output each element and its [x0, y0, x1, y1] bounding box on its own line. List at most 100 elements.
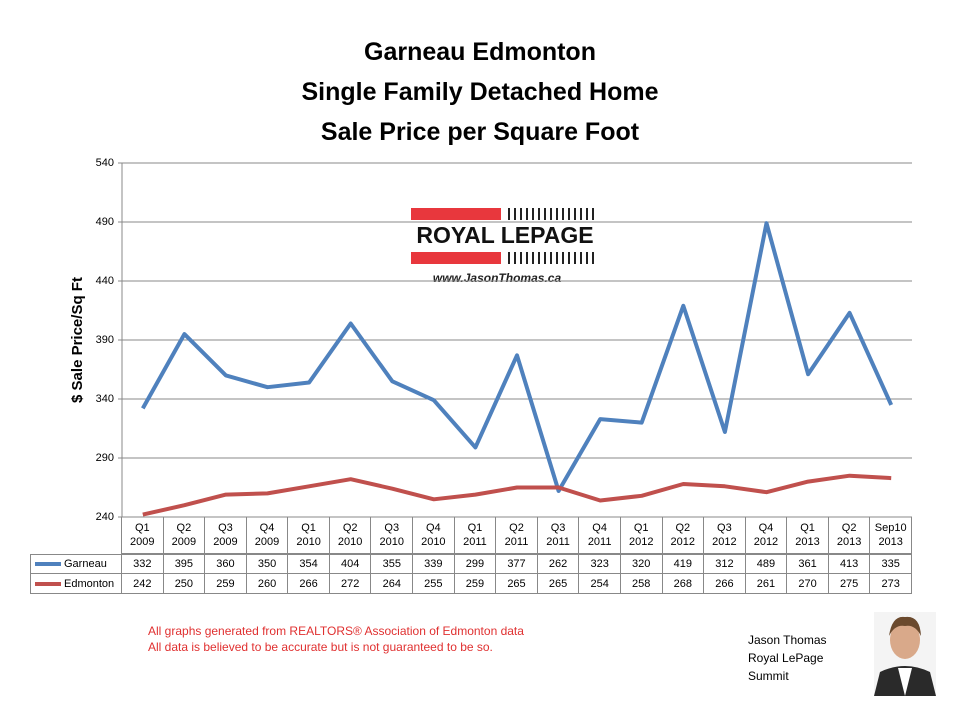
table-value: 273 — [870, 574, 912, 594]
title-line: Garneau Edmonton — [364, 38, 596, 66]
table-value: 266 — [288, 574, 330, 594]
table-value: 360 — [205, 554, 247, 574]
table-value: 361 — [787, 554, 829, 574]
table-value-text: 265 — [548, 577, 568, 590]
legend-label: Edmonton — [64, 577, 115, 590]
table-value-text: 419 — [673, 558, 692, 570]
table-value-text: 270 — [798, 577, 817, 590]
category-label-text: Q3 2010 — [379, 522, 404, 548]
table-value-text: 258 — [632, 577, 651, 590]
table-value-text: 320 — [632, 558, 651, 570]
table-value-text: 355 — [382, 558, 401, 570]
category-label: Q1 2010 — [288, 517, 330, 554]
category-label: Q3 2012 — [704, 517, 746, 554]
table-value: 265 — [496, 574, 538, 594]
table-value-text: 361 — [798, 558, 817, 570]
category-label-text: Q4 2011 — [587, 522, 612, 548]
table-value-text: 259 — [465, 577, 485, 590]
table-value: 260 — [246, 574, 289, 594]
category-label-text: Q2 2010 — [337, 522, 363, 548]
table-value: 259 — [205, 574, 247, 594]
logo-text: ROYAL LEPAGE — [416, 222, 593, 248]
table-value: 299 — [454, 554, 497, 574]
category-label: Q2 2012 — [662, 517, 705, 554]
category-label-text: Q3 2011 — [546, 522, 570, 548]
table-value: 355 — [371, 554, 414, 574]
table-value-text: 413 — [839, 558, 859, 570]
table-value-text: 273 — [881, 577, 900, 590]
table-value: 254 — [579, 574, 621, 594]
series-line — [142, 473, 892, 517]
category-label-text: Q4 2009 — [254, 522, 280, 548]
table-value: 320 — [620, 554, 663, 574]
category-label: Q4 2010 — [413, 517, 455, 554]
category-label-text: Q2 2013 — [836, 522, 862, 548]
category-label: Q4 2009 — [246, 517, 289, 554]
y-tick-label: 440 — [96, 275, 114, 287]
category-label: Q3 2009 — [205, 517, 247, 554]
table-value-text: 335 — [881, 558, 900, 570]
table-value-text: 266 — [299, 577, 318, 590]
table-value: 262 — [537, 554, 580, 574]
category-label: Q2 2010 — [329, 517, 372, 554]
y-tick-label: 540 — [96, 157, 114, 169]
y-tick-label: 340 — [96, 393, 114, 405]
legend-label: Garneau — [64, 558, 107, 570]
table-value-text: 395 — [174, 558, 194, 570]
table-value-text: 265 — [507, 577, 526, 590]
category-label: Q4 2011 — [579, 517, 621, 554]
category-label-text: Q1 2009 — [130, 522, 155, 548]
table-value-text: 264 — [382, 577, 401, 590]
category-label-text: Q3 2012 — [712, 522, 737, 548]
footnote: All data is believed to be accurate but … — [148, 640, 493, 654]
table-value-text: 242 — [133, 577, 152, 590]
table-value: 268 — [662, 574, 705, 594]
table-value: 261 — [745, 574, 788, 594]
table-value-text: 261 — [756, 577, 776, 590]
legend-cell: Garneau — [30, 554, 122, 574]
category-label-text: Q1 2011 — [463, 522, 487, 548]
table-value: 489 — [745, 554, 788, 574]
table-value: 250 — [163, 574, 206, 594]
table-value-text: 260 — [257, 577, 277, 590]
table-value: 332 — [122, 554, 164, 574]
title-line: Single Family Detached Home — [301, 78, 659, 106]
author-photo — [874, 612, 936, 696]
table-value: 258 — [620, 574, 663, 594]
y-axis-label: $ Sale Price/Sq Ft — [69, 277, 86, 403]
table-value: 266 — [704, 574, 746, 594]
table-value-text: 254 — [590, 577, 609, 590]
table-value: 272 — [329, 574, 372, 594]
author-line: Jason Thomas — [748, 633, 827, 647]
table-value-text: 332 — [133, 558, 152, 570]
table-value: 413 — [828, 554, 871, 574]
category-label: Q3 2010 — [371, 517, 414, 554]
table-value-text: 266 — [715, 577, 734, 590]
category-label-text: Q2 2011 — [504, 522, 529, 548]
table-value-text: 323 — [590, 558, 609, 570]
category-label: Q1 2012 — [620, 517, 663, 554]
logo: ROYAL LEPAGE www.JasonThomas.ca — [405, 200, 605, 285]
table-value-text: 275 — [839, 577, 859, 590]
table-value-text: 259 — [216, 577, 235, 590]
table-value: 275 — [828, 574, 871, 594]
table-value: 312 — [704, 554, 746, 574]
table-value: 265 — [537, 574, 580, 594]
table-value: 339 — [413, 554, 455, 574]
table-value: 395 — [163, 554, 206, 574]
table-value: 404 — [329, 554, 372, 574]
author-line: Summit — [748, 669, 789, 683]
category-label: Q1 2009 — [122, 517, 164, 554]
table-value: 377 — [496, 554, 538, 574]
table-value: 354 — [288, 554, 330, 574]
table-value-text: 262 — [548, 558, 568, 570]
table-value: 259 — [454, 574, 497, 594]
y-tick-label: 290 — [96, 452, 114, 464]
category-label-text: Sep10 2013 — [874, 522, 907, 548]
table-value-text: 268 — [673, 577, 692, 590]
table-value: 323 — [579, 554, 621, 574]
category-label: Q2 2009 — [163, 517, 206, 554]
category-label: Q1 2011 — [454, 517, 497, 554]
